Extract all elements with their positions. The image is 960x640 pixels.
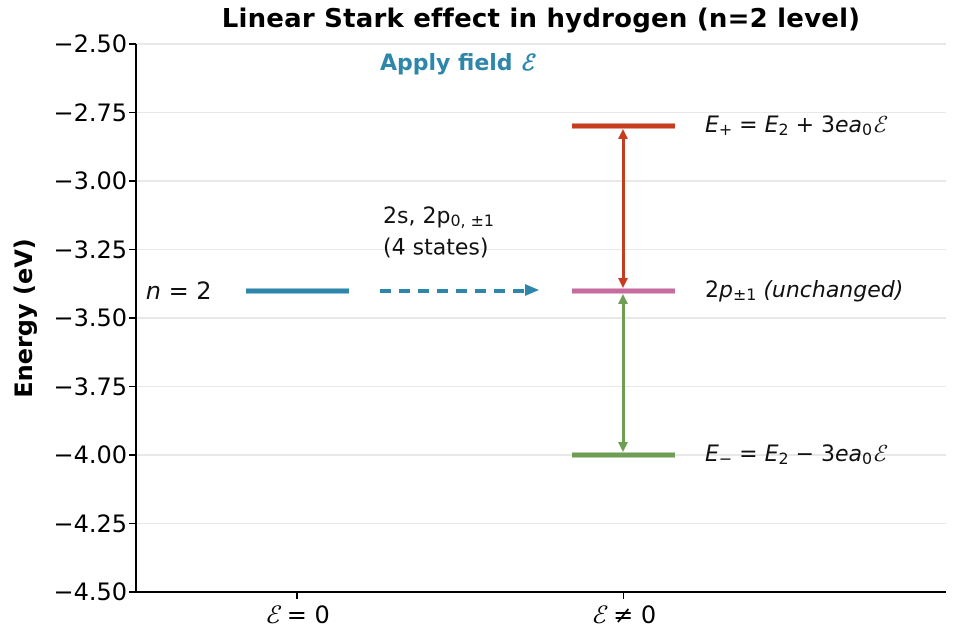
y-tick-label: −4.00: [53, 441, 127, 469]
e-minus-shift-arrow-head-down-icon: [618, 442, 629, 452]
text-segment: ±1: [732, 284, 757, 304]
gridline: [136, 248, 946, 251]
text-segment: ℰ: [591, 601, 606, 629]
y-tick-label: −3.25: [53, 235, 127, 264]
text-segment: ea: [835, 112, 863, 138]
text-segment: 0: [862, 120, 873, 140]
text-segment: = 2: [160, 276, 212, 305]
apply-field-label: Apply field ℰ: [380, 50, 534, 76]
2p-unchanged-label: 2p±1 (unchanged): [705, 277, 903, 303]
e-minus-label: E− = E2 − 3ea0ℰ: [705, 442, 885, 468]
y-tick-label: −2.50: [53, 30, 127, 58]
e-plus-shift-arrow-head-down-icon: [618, 277, 629, 288]
y-axis-spine: [135, 44, 137, 592]
y-tick-mark: [129, 248, 136, 251]
text-segment: Apply field: [379, 51, 521, 77]
y-tick-mark: [129, 180, 136, 182]
x-tick-label-field-zero: ℰ = 0: [265, 601, 330, 629]
gridline: [136, 385, 946, 388]
text-segment: 0, ±1: [450, 210, 494, 230]
text-segment: 2: [705, 277, 720, 303]
apply-field-arrow-shaft: [379, 288, 525, 293]
y-tick-label: −3.50: [53, 304, 127, 332]
level-e-plus: [572, 123, 676, 129]
y-tick-mark: [129, 385, 136, 388]
text-segment: +: [718, 120, 733, 140]
gridline: [136, 454, 946, 456]
text-segment: =: [732, 441, 765, 467]
text-segment: 2: [778, 120, 789, 140]
y-tick-label: −3.75: [53, 372, 127, 401]
text-segment: −: [718, 449, 733, 469]
level-n2-initial: [245, 288, 349, 294]
text-segment: E: [705, 441, 719, 467]
y-tick-mark: [129, 522, 136, 525]
e-plus-shift-arrow-shaft: [622, 137, 625, 280]
e-plus-shift-arrow-head-up-icon: [618, 129, 629, 140]
text-segment: E: [764, 441, 779, 467]
n2-level-label: n = 2: [146, 277, 212, 305]
text-segment: 0: [862, 449, 873, 469]
y-tick-label: −2.75: [53, 98, 127, 127]
text-segment: ℰ: [264, 601, 280, 629]
x-tick-mark-field-nonzero: [622, 592, 625, 599]
e-plus-label: E+ = E2 + 3ea0ℰ: [705, 113, 885, 139]
text-segment: p: [719, 277, 733, 303]
gridline: [136, 522, 946, 525]
text-segment: ℰ: [872, 441, 886, 467]
text-segment: − 3: [788, 441, 836, 467]
states-annotation-line1: 2s, 2p0, ±1: [383, 203, 494, 229]
y-tick-mark: [129, 454, 136, 456]
e-minus-shift-arrow-shaft: [622, 301, 625, 444]
text-segment: ℰ: [520, 50, 534, 77]
chart-title: Linear Stark effect in hydrogen (n=2 lev…: [221, 4, 861, 34]
text-segment: (4 states): [383, 235, 489, 261]
text-segment: + 3: [788, 112, 836, 138]
gridline: [136, 111, 946, 114]
text-segment: (unchanged): [756, 277, 904, 303]
y-tick-mark: [129, 111, 136, 114]
states-annotation-line2: (4 states): [383, 236, 488, 261]
gridline: [136, 317, 946, 319]
y-tick-label: −4.50: [53, 578, 127, 606]
apply-field-arrow-head-icon: [524, 284, 539, 297]
e-minus-shift-arrow-head-up-icon: [618, 293, 629, 304]
x-axis-spine: [135, 591, 946, 593]
text-segment: 2s, 2p: [383, 203, 451, 229]
y-tick-mark: [129, 317, 136, 319]
text-segment: ℰ: [872, 112, 886, 138]
gridline: [136, 43, 946, 45]
y-tick-mark: [129, 43, 136, 45]
x-tick-mark-field-zero: [296, 592, 298, 599]
y-tick-label: −3.00: [53, 167, 127, 195]
text-segment: E: [764, 112, 779, 138]
text-segment: ≠ 0: [605, 601, 657, 629]
text-segment: E: [705, 112, 719, 138]
y-tick-mark: [129, 591, 136, 593]
text-segment: n: [145, 276, 161, 305]
text-segment: ea: [835, 441, 863, 467]
level-e-minus: [572, 452, 676, 458]
text-segment: = 0: [279, 601, 330, 629]
level-2p-unchanged: [572, 288, 676, 294]
x-tick-label-field-nonzero: ℰ ≠ 0: [591, 601, 656, 629]
y-tick-label: −4.25: [53, 509, 127, 538]
gridline: [136, 180, 946, 182]
text-segment: 2: [778, 449, 789, 469]
text-segment: =: [732, 112, 765, 138]
